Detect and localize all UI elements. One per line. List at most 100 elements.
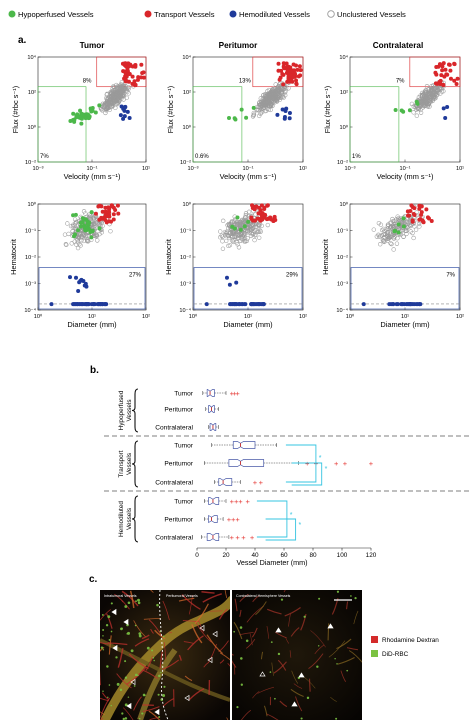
- data-point-unclustered: [378, 222, 384, 227]
- data-point-transport: [426, 216, 431, 221]
- data-point-hypoperfused: [79, 121, 84, 126]
- rbc-dot: [354, 597, 357, 600]
- data-point-unclustered: [62, 232, 68, 237]
- data-point-unclustered: [235, 235, 241, 240]
- rbc-dot: [317, 645, 320, 647]
- data-point-hemodiluted: [118, 113, 123, 118]
- data-point-unclustered: [416, 105, 421, 111]
- legend-label-transport: Transport Vessels: [154, 10, 215, 19]
- microvessel: [100, 697, 111, 718]
- data-point-hypoperfused: [68, 119, 73, 124]
- data-point-hypoperfused: [401, 224, 406, 229]
- rbc-dot: [233, 630, 235, 633]
- data-point-unclustered: [85, 238, 90, 243]
- group-brace: [131, 388, 139, 433]
- data-point-unclustered: [92, 233, 98, 238]
- data-point-transport: [440, 68, 445, 73]
- row-label-tumor: Tumor: [174, 442, 194, 449]
- legend-item-hypoperfused: Hypoperfused Vessels: [8, 10, 94, 19]
- data-point-unclustered: [430, 95, 436, 100]
- data-point-unclustered: [71, 222, 76, 228]
- data-point-hypoperfused: [89, 109, 94, 114]
- microvessel: [260, 651, 264, 660]
- data-point-transport: [441, 82, 446, 87]
- data-point-unclustered: [220, 239, 225, 244]
- data-point-unclustered: [259, 104, 264, 109]
- x-tick-label: 10²: [299, 314, 307, 320]
- data-point-transport: [113, 208, 118, 213]
- data-point-unclustered: [387, 229, 393, 235]
- data-point-unclustered: [242, 235, 247, 241]
- hemodiluted-threshold-box: [38, 267, 146, 310]
- data-point-transport: [405, 213, 410, 218]
- data-point-transport: [124, 79, 129, 84]
- x-axis-label: Velocity (mm s⁻¹): [220, 172, 277, 181]
- data-point-unclustered: [374, 234, 380, 239]
- data-point-transport: [99, 215, 104, 220]
- rbc-dot: [120, 627, 123, 630]
- rbc-dot: [116, 682, 120, 686]
- microvessel: [255, 601, 267, 616]
- data-point-unclustered: [263, 94, 268, 99]
- rbc-dot: [156, 603, 159, 607]
- data-point-unclustered: [283, 93, 288, 98]
- rbc-dot: [105, 624, 109, 627]
- data-point-unclustered: [72, 217, 78, 222]
- rbc-dot: [127, 696, 130, 698]
- data-point-unclustered: [220, 246, 226, 251]
- data-point-transport: [127, 64, 132, 69]
- microvessel: [224, 590, 228, 599]
- data-point-unclustered: [243, 228, 248, 234]
- row-label-peritumor: Peritumor: [164, 460, 193, 467]
- data-point-unclustered: [87, 212, 92, 217]
- transport-percent-label: 13%: [239, 79, 252, 85]
- box-outlier: +: [235, 533, 240, 542]
- plot-frame: [349, 203, 461, 311]
- flux-plot-contralateral: 10⁴ 10² 10⁰ 10⁻²10⁻³ 10⁻¹ 10¹ Velocity (mm s⁻¹…: [323, 54, 464, 181]
- x-tick-label: 10¹: [456, 166, 464, 172]
- data-point-unclustered: [113, 93, 118, 98]
- y-tick-label: 10⁰: [340, 201, 349, 208]
- significance-bracket: [265, 518, 297, 541]
- data-point-unclustered: [381, 226, 386, 232]
- rbc-dot: [158, 716, 161, 718]
- hemodiluted-percent-label: 7%: [446, 273, 455, 279]
- arrowhead-marker: [126, 702, 132, 710]
- y-tick-label: 10⁴: [339, 54, 348, 61]
- data-point-unclustered: [253, 232, 258, 237]
- data-point-transport: [260, 215, 265, 220]
- data-point-hemodiluted: [204, 302, 209, 307]
- data-point-transport: [278, 75, 283, 80]
- arrowhead-marker: [130, 678, 136, 686]
- legend-marker-transport: [144, 10, 152, 18]
- rbc-dot: [102, 649, 105, 651]
- significance-bracket: [291, 462, 323, 486]
- data-point-hypoperfused: [90, 106, 95, 111]
- group-label-line: Hemodiluted: [118, 501, 125, 537]
- data-point-unclustered: [265, 222, 270, 228]
- y-tick-label: 10²: [340, 90, 348, 96]
- x-tick-label: 10⁰: [34, 313, 43, 320]
- legend-swatch-did-rbc: [371, 650, 378, 657]
- data-point-unclustered: [439, 86, 444, 92]
- rbc-dot: [269, 671, 272, 673]
- data-point-hypoperfused: [73, 212, 78, 217]
- microvessel: [232, 653, 234, 656]
- data-point-hemodiluted: [78, 302, 83, 307]
- data-point-unclustered: [236, 245, 242, 250]
- legend-label-rhodamine: Rhodamine Dextran: [382, 637, 439, 644]
- significance-star: *: [325, 466, 328, 473]
- data-point-transport: [443, 67, 448, 72]
- data-point-unclustered: [429, 84, 434, 89]
- rbc-dot: [130, 649, 134, 653]
- microvessel: [284, 607, 301, 617]
- data-point-transport: [276, 68, 281, 73]
- arrowhead-marker: [184, 694, 190, 702]
- data-point-hemodiluted: [242, 302, 247, 307]
- data-point-unclustered: [257, 235, 262, 240]
- data-point-unclustered: [273, 82, 278, 87]
- group-label-line: Vessels: [126, 508, 133, 530]
- legend-label-hemodiluted: Hemodiluted Vessels: [239, 10, 310, 19]
